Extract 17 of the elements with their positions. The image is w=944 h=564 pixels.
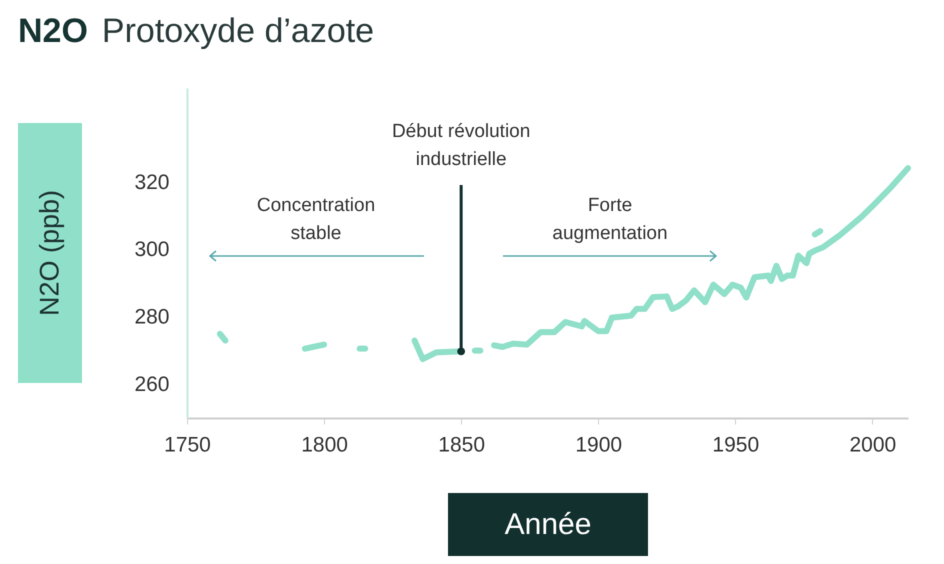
y-tick-label: 260	[134, 372, 170, 396]
y-axis-title: N2O (ppb)	[34, 190, 66, 316]
x-tick-label: 1750	[164, 434, 211, 456]
chart-title: N2O	[18, 12, 88, 50]
x-tick-label: 1950	[712, 434, 760, 456]
y-tick-label: 280	[134, 305, 170, 328]
x-axis-title: Année	[448, 493, 648, 556]
chart-subtitle: Protoxyde d’azote	[102, 12, 374, 50]
annotation: Concentration stable	[256, 195, 376, 244]
y-tick-label: 300	[134, 238, 170, 262]
x-tick-label: 2000	[850, 434, 896, 456]
x-tick-label: 1850	[438, 434, 486, 456]
annotation: Forte augmentation	[552, 195, 668, 244]
ref-line-label: Début révolution industrielle	[392, 121, 530, 170]
x-tick-label: 1900	[575, 434, 622, 456]
x-tick-label: 1800	[301, 434, 348, 456]
y-tick-label: 320	[134, 170, 170, 194]
